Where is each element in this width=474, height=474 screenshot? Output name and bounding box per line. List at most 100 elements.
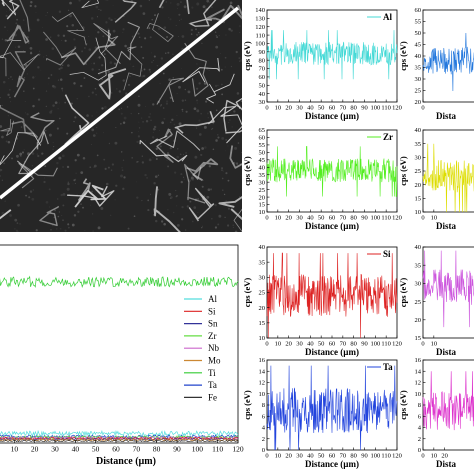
sem-texture-dot [58,156,62,160]
sem-texture-dot [195,33,199,36]
sem-texture-dot [21,79,23,81]
y-tick-label: 120 [255,24,265,31]
sem-texture-dot [191,6,194,9]
sem-texture-dot [168,78,171,82]
sem-texture-dot [190,176,194,180]
y-tick-label: 40 [415,53,422,60]
x-tick-label: 50 [92,445,100,454]
sem-grain-boundary [78,178,91,201]
sem-texture-dot [92,230,94,232]
sem-texture-dot [120,151,123,153]
sem-texture-dot [181,218,184,221]
x-tick-label: 10 [275,341,282,348]
sem-texture-dot [132,66,134,68]
sem-texture-dot [96,132,98,134]
sem-texture-dot [136,140,139,144]
sem-texture-dot [151,136,155,139]
sem-texture-dot [91,63,92,65]
sem-texture-dot [61,154,65,158]
x-tick-label: 30 [296,105,303,112]
x-tick-label: 10 [431,215,438,222]
x-tick-label: 80 [350,105,357,112]
sem-texture-dot [109,61,113,64]
sem-texture-dot [227,145,229,147]
y-axis-label: cps (eV) [242,278,252,308]
sem-texture-dot [196,109,200,113]
sem-texture-dot [81,50,84,53]
plot-frame [0,244,239,444]
y-tick-label: 2 [418,436,421,443]
sem-texture-dot [215,140,217,142]
sem-texture-dot [202,5,206,9]
sem-texture-dot [58,211,61,213]
sem-texture-dot [171,118,174,121]
sem-texture-dot [198,119,201,122]
sem-texture-dot [82,206,84,209]
sem-grain-boundary [206,73,235,104]
sem-grain-boundary [156,77,185,105]
sem-texture-dot [225,172,228,175]
x-tick-label: 50 [318,215,325,222]
sem-texture-dot [145,120,149,123]
sem-texture-dot [214,114,216,116]
y-tick-label: 4 [262,425,266,432]
y-tick-label: 30 [259,275,266,282]
sem-texture-dot [55,228,58,230]
sem-texture-dot [48,83,50,85]
sem-texture-dot [34,5,37,8]
sem-texture-dot [138,95,140,97]
sem-texture-dot [220,52,221,54]
y-tick-label: 40 [259,91,266,98]
sem-grain-boundary [150,130,201,151]
legend-label: Zr [383,132,393,142]
sem-texture-dot [17,45,21,49]
sem-texture-dot [232,224,235,227]
sem-texture-dot [45,200,49,204]
x-tick-label: 60 [329,215,336,222]
y-tick-label: 30 [259,99,266,106]
sem-texture-dot [62,166,64,168]
sem-texture-dot [93,164,97,168]
sem-texture-dot [37,98,41,101]
sem-texture-dot [23,90,25,92]
sem-texture-dot [123,176,126,179]
y-tick-label: 0 [262,447,265,454]
sem-texture-dot [227,179,230,182]
sem-texture-dot [179,19,181,21]
sem-texture-dot [13,90,14,92]
sem-texture-dot [133,68,135,70]
sem-texture-dot [178,13,181,16]
x-tick-label: 100 [192,445,204,454]
sem-texture-dot [129,75,131,77]
sem-texture-dot [198,33,201,36]
sem-texture-dot [239,60,241,62]
sem-texture-dot [148,0,151,1]
y-tick-label: 30 [259,179,266,186]
sem-texture-dot [240,174,242,176]
sem-texture-dot [153,55,156,58]
sem-grain-boundary [6,0,20,20]
sem-texture-dot [153,14,157,17]
sem-texture-dot [154,175,158,178]
sem-texture-dot [235,50,238,54]
x-tick-label: 60 [112,445,120,454]
y-tick-label: 10 [259,391,266,398]
sem-texture-dot [30,51,32,54]
y-tick-label: 12 [259,380,266,387]
x-axis-label: Distance (µm) [96,456,156,467]
y-tick-label: 35 [259,172,266,179]
sem-texture-dot [172,76,175,79]
sem-texture-dot [200,153,203,157]
sem-texture-dot [14,228,16,230]
sem-texture-dot [181,205,184,209]
sem-grain-boundary [184,42,209,97]
sem-texture-dot [0,169,3,171]
sem-texture-dot [150,193,152,195]
sem-texture-dot [150,119,152,122]
x-axis-label: Dista [436,459,456,469]
x-tick-label: 0 [265,341,268,348]
sem-texture-dot [17,55,20,58]
y-tick-label: 60 [259,135,266,142]
